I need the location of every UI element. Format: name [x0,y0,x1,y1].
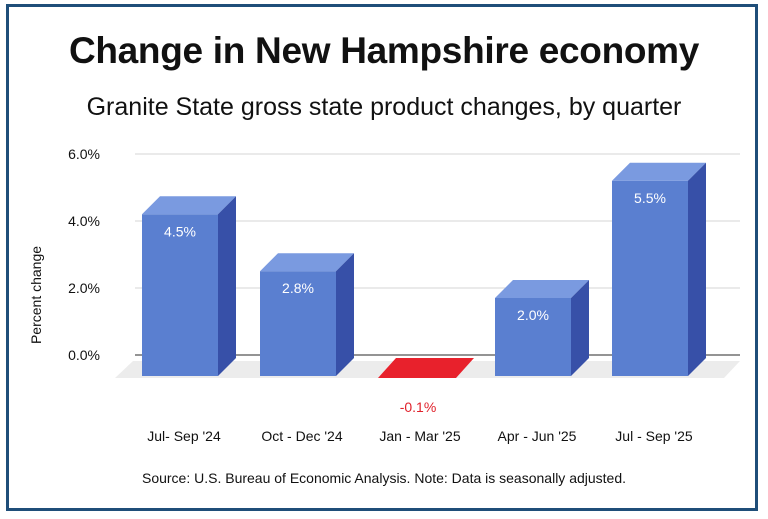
bars: 4.5% 2.8% -0.1% 2.0% 5.5% [142,162,706,415]
y-axis-label: Percent change [28,246,44,344]
y-axis-ticks: 0.0% 2.0% 4.0% 6.0% [68,146,100,363]
bar-side [336,253,354,376]
y-tick-label: 2.0% [68,280,100,296]
bar: 4.5% [142,196,236,376]
bar: 2.0% [495,280,589,376]
bar-top [495,280,589,298]
bar-front [260,271,336,376]
bar-top [260,253,354,272]
category-label: Jan - Mar '25 [379,428,460,444]
bar-side [688,162,706,376]
data-label: 4.5% [164,223,196,239]
bar-front [612,180,688,376]
bar-top [612,162,706,181]
category-label: Jul- Sep '24 [147,428,221,444]
chart-subtitle: Granite State gross state product change… [86,93,682,121]
bar-negative [378,358,474,378]
data-label: -0.1% [400,399,437,415]
category-labels: Jul- Sep '24 Oct - Dec '24 Jan - Mar '25 Ap… [147,428,693,444]
bar-side [218,196,236,376]
bar-front [495,298,571,376]
chart-title: Change in New Hampshire economy [68,30,700,71]
bar-top [142,196,236,215]
bar-side [571,280,589,376]
category-label: Apr - Jun '25 [498,428,577,444]
source-note: Source: U.S. Bureau of Economic Analysis… [141,470,627,486]
bar-front [142,214,218,376]
data-label: 2.0% [517,307,549,323]
y-tick-label: 0.0% [68,347,100,363]
y-tick-label: 4.0% [68,213,100,229]
bar: 2.8% [260,253,354,376]
data-label: 2.8% [282,280,314,296]
bar: 5.5% [612,162,706,376]
data-label: 5.5% [634,190,666,206]
category-label: Oct - Dec '24 [261,428,342,444]
y-tick-label: 6.0% [68,146,100,162]
bar: -0.1% [378,358,474,415]
category-label: Jul - Sep '25 [615,428,693,444]
